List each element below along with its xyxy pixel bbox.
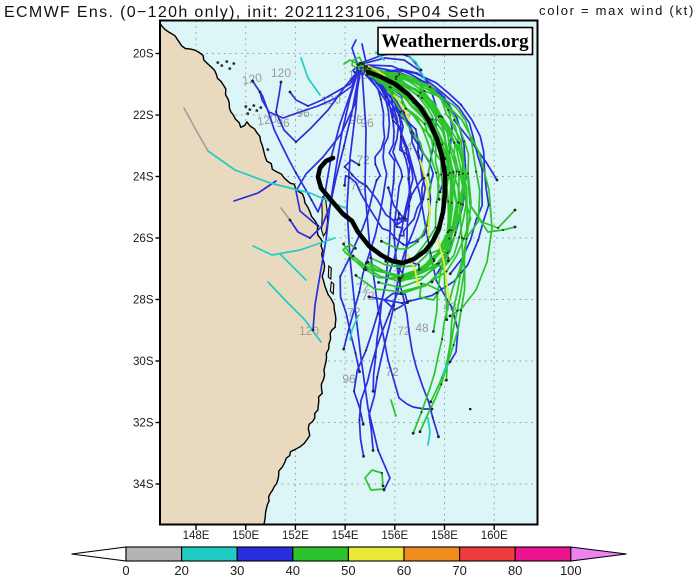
svg-text:72: 72 bbox=[397, 324, 411, 338]
svg-text:60: 60 bbox=[397, 563, 411, 578]
svg-text:50: 50 bbox=[341, 563, 355, 578]
svg-text:150E: 150E bbox=[232, 530, 259, 542]
svg-text:24S: 24S bbox=[133, 172, 154, 184]
svg-text:154E: 154E bbox=[332, 530, 359, 542]
svg-text:32S: 32S bbox=[133, 418, 154, 430]
svg-text:28S: 28S bbox=[133, 295, 154, 307]
svg-text:120: 120 bbox=[271, 66, 291, 80]
svg-text:96: 96 bbox=[360, 116, 374, 130]
svg-text:30S: 30S bbox=[133, 356, 154, 368]
svg-text:80: 80 bbox=[508, 563, 522, 578]
svg-text:120: 120 bbox=[299, 324, 319, 338]
svg-text:156E: 156E bbox=[381, 530, 408, 542]
svg-text:20S: 20S bbox=[133, 49, 154, 61]
svg-text:152E: 152E bbox=[282, 530, 309, 542]
svg-text:72: 72 bbox=[356, 153, 370, 167]
svg-text:20: 20 bbox=[174, 563, 188, 578]
svg-text:26S: 26S bbox=[133, 233, 154, 245]
svg-text:22S: 22S bbox=[133, 110, 154, 122]
svg-text:120: 120 bbox=[241, 70, 263, 87]
svg-text:40: 40 bbox=[286, 563, 300, 578]
svg-text:ECMWF Ens. (0−120h only), init: ECMWF Ens. (0−120h only), init: 20211231… bbox=[4, 4, 486, 21]
svg-text:158E: 158E bbox=[431, 530, 458, 542]
svg-text:100: 100 bbox=[560, 563, 582, 578]
svg-text:148E: 148E bbox=[183, 530, 210, 542]
svg-text:30: 30 bbox=[230, 563, 244, 578]
svg-text:48: 48 bbox=[415, 321, 429, 335]
svg-text:color = max wind (kt): color = max wind (kt) bbox=[539, 3, 695, 18]
svg-text:96: 96 bbox=[349, 113, 363, 127]
svg-text:96: 96 bbox=[342, 372, 356, 386]
svg-text:160E: 160E bbox=[481, 530, 508, 542]
svg-text:34S: 34S bbox=[133, 479, 154, 491]
svg-text:0: 0 bbox=[122, 563, 129, 578]
svg-text:Weathernerds.org: Weathernerds.org bbox=[381, 31, 529, 52]
svg-text:70: 70 bbox=[452, 563, 466, 578]
